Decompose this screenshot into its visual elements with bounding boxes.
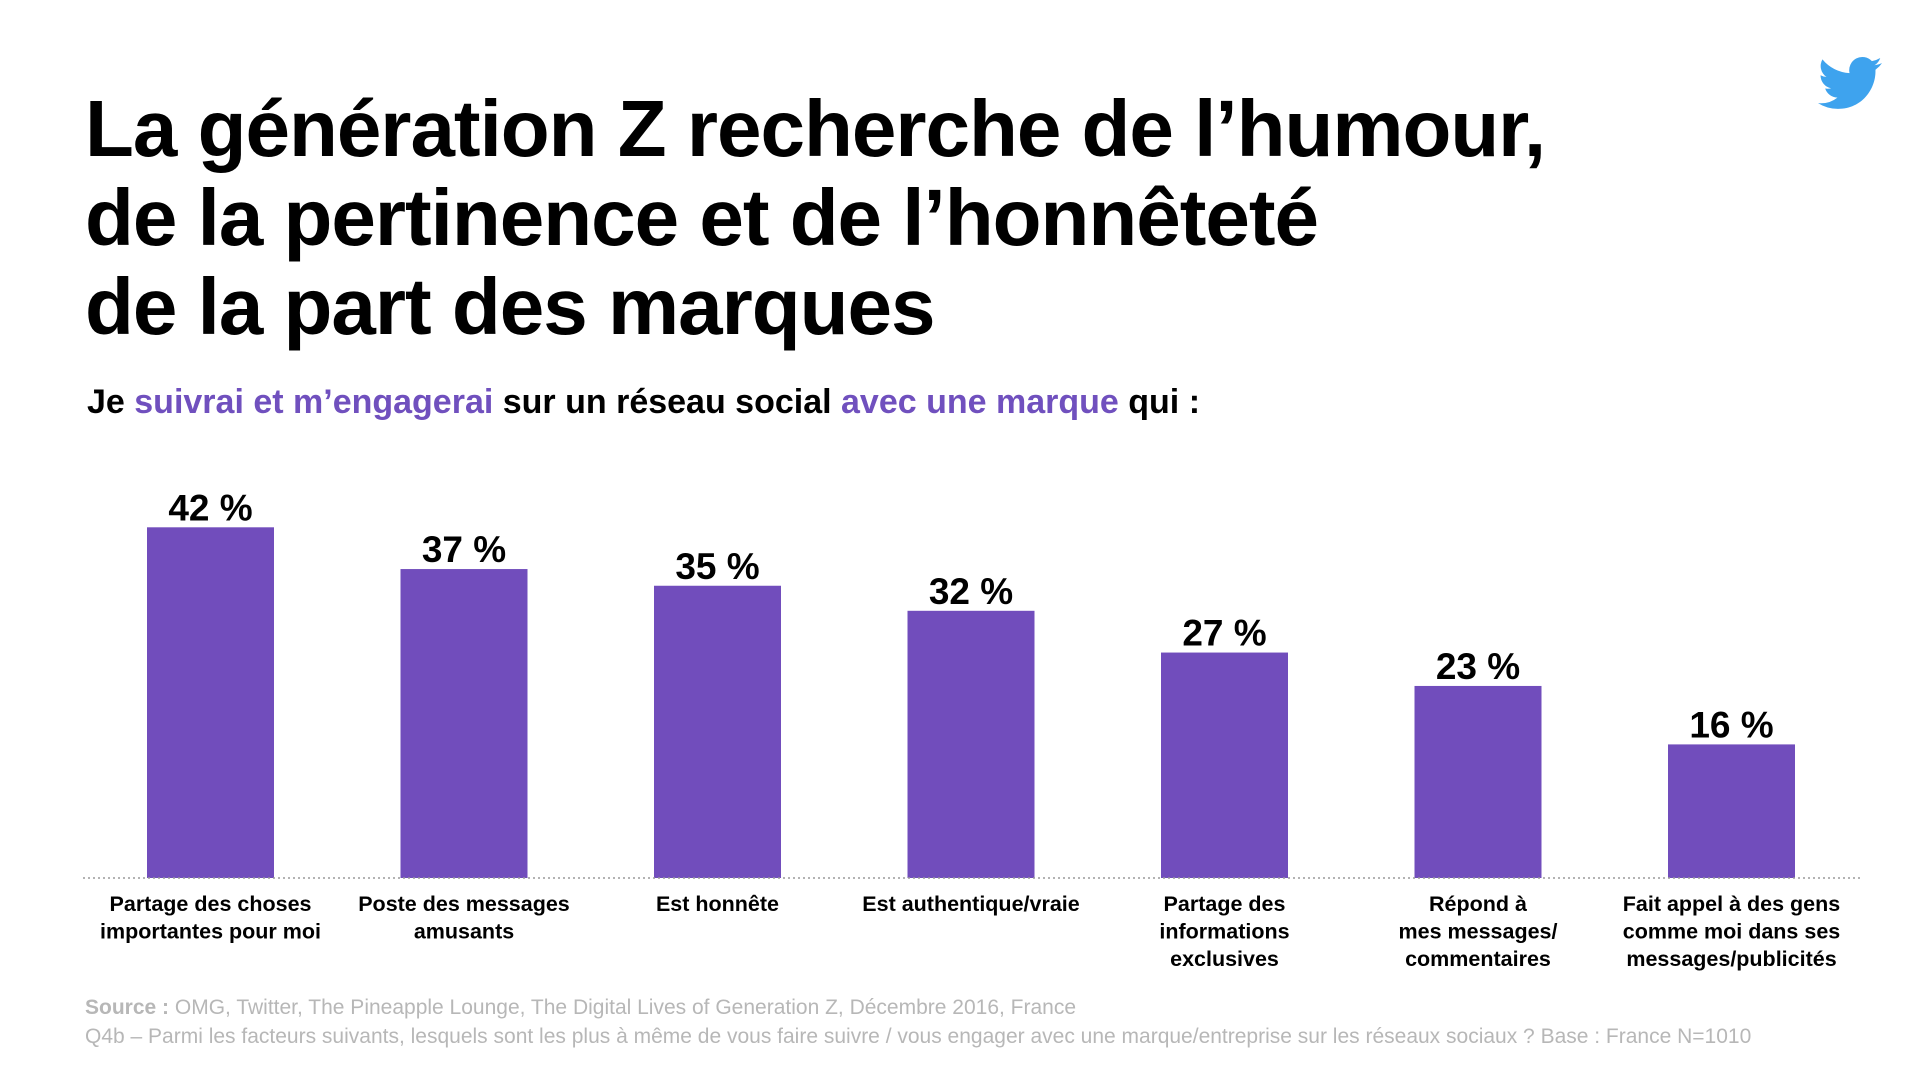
subtitle-highlight: avec une marque xyxy=(841,383,1119,421)
category-label-line: Répond à xyxy=(1429,892,1528,916)
source-note: Source : OMG, Twitter, The Pineapple Lou… xyxy=(85,993,1751,1051)
data-label: 37 % xyxy=(422,529,506,570)
category-label: Fait appel à des gens comme moi dans ses m… xyxy=(1623,892,1841,971)
category-label: Partage des informations exclusives xyxy=(1159,892,1289,971)
category-label-line: Poste des messages xyxy=(358,892,570,916)
category-label: Poste des messages amusants xyxy=(358,892,570,944)
bar xyxy=(400,569,528,878)
category-label: Répond à mes messages/commentaires xyxy=(1399,892,1558,971)
category-label-line: Est honnête xyxy=(656,892,779,916)
category-label-line: importantes pour moi xyxy=(100,920,321,944)
subtitle-highlight: suivrai et m’engagerai xyxy=(134,383,494,421)
data-label: 27 % xyxy=(1182,613,1266,654)
bar xyxy=(1414,685,1542,878)
data-label: 32 % xyxy=(929,571,1013,612)
category-label-line: messages/publicités xyxy=(1626,947,1836,971)
bar xyxy=(1668,744,1795,878)
survey-question: Q4b – Parmi les facteurs suivants, lesqu… xyxy=(85,1025,1752,1048)
category-label-line: commentaires xyxy=(1405,947,1551,971)
category-label-line: Est authentique/vraie xyxy=(862,892,1079,916)
category-label-line: amusants xyxy=(414,920,514,944)
title-line: de la part des marques xyxy=(85,262,935,351)
chart-subtitle: Je suivrai et m’engagerai sur un réseau … xyxy=(87,378,1200,426)
bar xyxy=(907,610,1035,878)
category-label-line: exclusives xyxy=(1170,947,1279,971)
category-label: Est honnête xyxy=(656,892,779,916)
title-line: de la pertinence et de l’honnêteté xyxy=(85,173,1319,262)
category-label-line: Partage des choses xyxy=(110,892,312,916)
bar xyxy=(1161,652,1288,878)
data-label: 42 % xyxy=(168,487,252,528)
subtitle-text: Je xyxy=(87,383,135,421)
category-label-line: comme moi dans ses xyxy=(1623,920,1841,944)
category-label-line: informations xyxy=(1159,920,1289,944)
title-line: La génération Z recherche de l’humour, xyxy=(85,84,1546,173)
chart-title: La génération Z recherche de l’humour, d… xyxy=(85,84,1735,351)
source-label: Source : xyxy=(85,996,170,1019)
category-label-line: Fait appel à des gens xyxy=(1623,892,1840,916)
category-label: Est authentique/vraie xyxy=(862,892,1079,916)
bar-chart: 42 % Partage des choses importantes pour m… xyxy=(83,487,1860,971)
twitter-bird-icon xyxy=(1818,57,1882,109)
subtitle-text: sur un réseau social xyxy=(493,383,842,421)
subtitle-text: qui : xyxy=(1118,383,1201,421)
data-label: 16 % xyxy=(1689,704,1773,745)
category-label: Partage des choses importantes pour moi xyxy=(100,892,321,944)
category-label-line: mes messages/ xyxy=(1399,920,1558,944)
data-label: 35 % xyxy=(675,546,759,587)
category-label-line: Partage des xyxy=(1164,892,1286,916)
data-label: 23 % xyxy=(1436,646,1520,687)
bar xyxy=(654,585,781,878)
source-text: OMG, Twitter, The Pineapple Lounge, The … xyxy=(169,996,1077,1019)
bar xyxy=(147,527,274,878)
